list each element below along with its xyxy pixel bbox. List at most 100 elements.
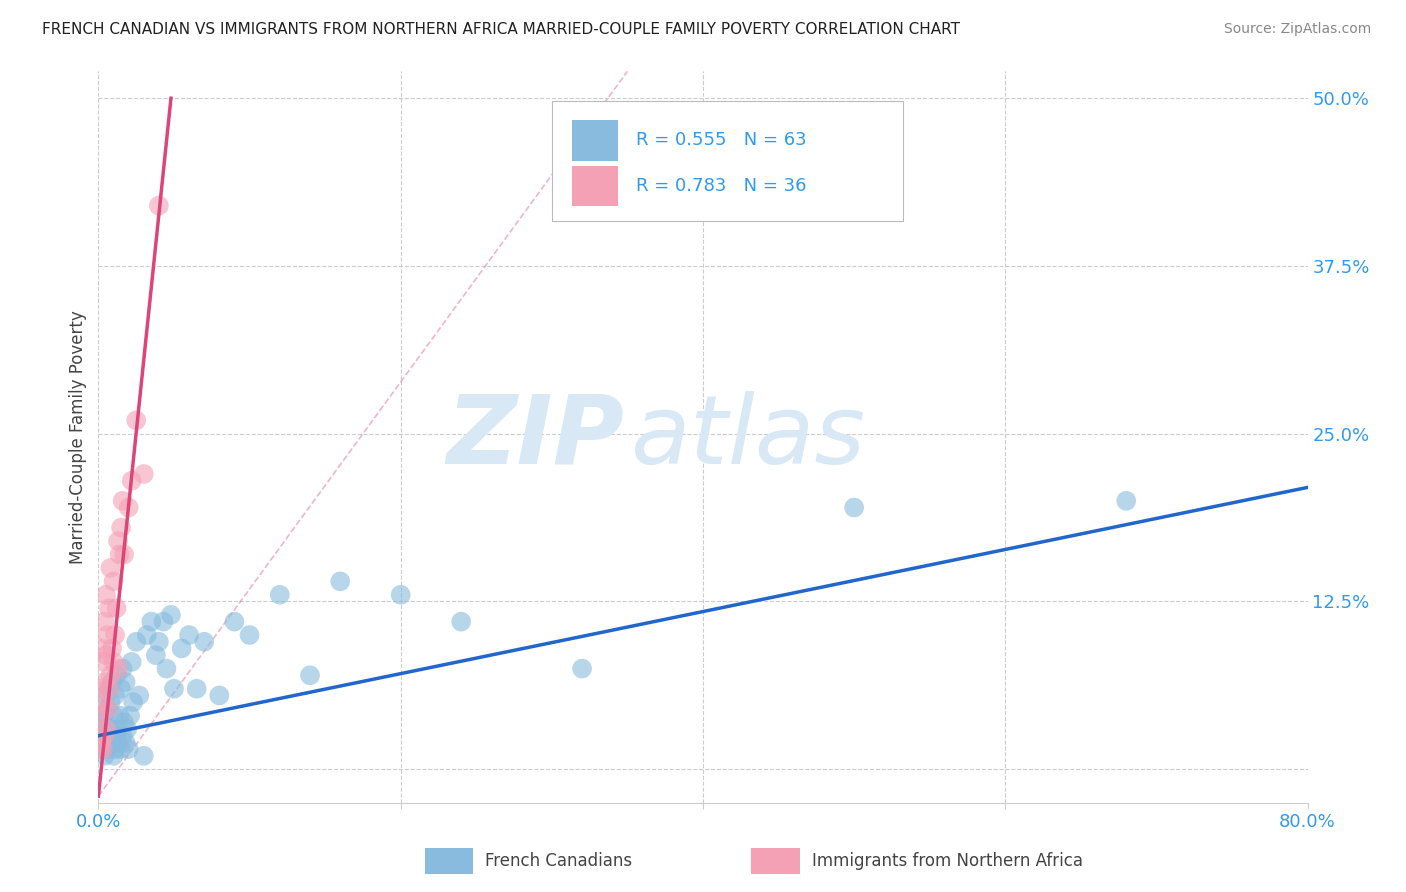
Point — [111, 493, 134, 508]
Point — [269, 588, 291, 602]
Point — [89, 722, 111, 736]
Point — [100, 668, 122, 682]
Point — [108, 548, 131, 562]
Point — [107, 722, 129, 736]
Point — [93, 748, 115, 763]
Point — [110, 742, 132, 756]
Point — [94, 588, 117, 602]
Point — [179, 628, 201, 642]
Point — [224, 615, 246, 629]
Point — [103, 708, 125, 723]
Point — [104, 742, 127, 756]
Point — [389, 588, 412, 602]
Point — [193, 634, 215, 648]
Point — [121, 655, 143, 669]
FancyBboxPatch shape — [551, 101, 903, 221]
Point — [115, 722, 138, 736]
Point — [112, 715, 135, 730]
Point — [98, 722, 121, 736]
Point — [96, 742, 118, 756]
Point — [100, 561, 122, 575]
Point — [239, 628, 262, 642]
Text: R = 0.555   N = 63: R = 0.555 N = 63 — [637, 131, 807, 150]
Point — [103, 748, 125, 763]
Point — [114, 675, 136, 690]
Point — [110, 521, 132, 535]
Point — [89, 742, 111, 756]
Point — [91, 742, 114, 756]
Point — [132, 467, 155, 481]
Point — [152, 615, 174, 629]
Point — [111, 729, 134, 743]
Point — [844, 500, 866, 515]
Point — [145, 648, 167, 662]
Point — [98, 601, 121, 615]
Point — [125, 634, 148, 648]
Point — [101, 641, 124, 656]
Point — [91, 655, 114, 669]
Point — [120, 708, 142, 723]
Point — [94, 722, 117, 736]
Point — [114, 735, 136, 749]
Point — [101, 675, 124, 690]
Point — [163, 681, 186, 696]
Point — [98, 681, 121, 696]
Point — [90, 641, 112, 656]
Point — [91, 729, 114, 743]
Text: R = 0.783   N = 36: R = 0.783 N = 36 — [637, 177, 807, 194]
FancyBboxPatch shape — [572, 120, 619, 161]
Point — [118, 742, 141, 756]
Point — [135, 628, 157, 642]
Point — [94, 689, 117, 703]
FancyBboxPatch shape — [425, 848, 474, 874]
Point — [104, 689, 127, 703]
Point — [186, 681, 208, 696]
Point — [108, 708, 131, 723]
Point — [103, 655, 125, 669]
Point — [104, 628, 127, 642]
Point — [103, 574, 125, 589]
Point — [91, 695, 114, 709]
Point — [111, 662, 134, 676]
Point — [93, 729, 115, 743]
Text: Immigrants from Northern Africa: Immigrants from Northern Africa — [811, 853, 1083, 871]
Y-axis label: Married-Couple Family Poverty: Married-Couple Family Poverty — [69, 310, 87, 564]
Point — [148, 634, 170, 648]
Point — [122, 695, 145, 709]
Text: ZIP: ZIP — [447, 391, 624, 483]
Point — [110, 681, 132, 696]
Point — [93, 615, 115, 629]
Point — [141, 615, 163, 629]
Text: French Canadians: French Canadians — [485, 853, 633, 871]
Point — [90, 742, 112, 756]
Point — [450, 615, 472, 629]
Point — [107, 534, 129, 549]
Point — [98, 681, 121, 696]
FancyBboxPatch shape — [751, 848, 800, 874]
Point — [96, 702, 118, 716]
Point — [89, 708, 111, 723]
Point — [91, 715, 114, 730]
Point — [105, 729, 128, 743]
Point — [170, 641, 193, 656]
FancyBboxPatch shape — [572, 166, 619, 206]
Point — [121, 474, 143, 488]
Text: atlas: atlas — [630, 391, 866, 483]
Point — [100, 735, 122, 749]
Point — [90, 681, 112, 696]
Point — [101, 729, 124, 743]
Point — [125, 413, 148, 427]
Point — [94, 648, 117, 662]
Point — [94, 735, 117, 749]
Point — [107, 662, 129, 676]
Point — [329, 574, 352, 589]
Point — [1115, 493, 1137, 508]
Point — [96, 702, 118, 716]
Point — [132, 748, 155, 763]
Point — [128, 689, 150, 703]
Point — [96, 628, 118, 642]
Point — [93, 708, 115, 723]
Point — [299, 668, 322, 682]
Point — [112, 548, 135, 562]
Point — [118, 500, 141, 515]
